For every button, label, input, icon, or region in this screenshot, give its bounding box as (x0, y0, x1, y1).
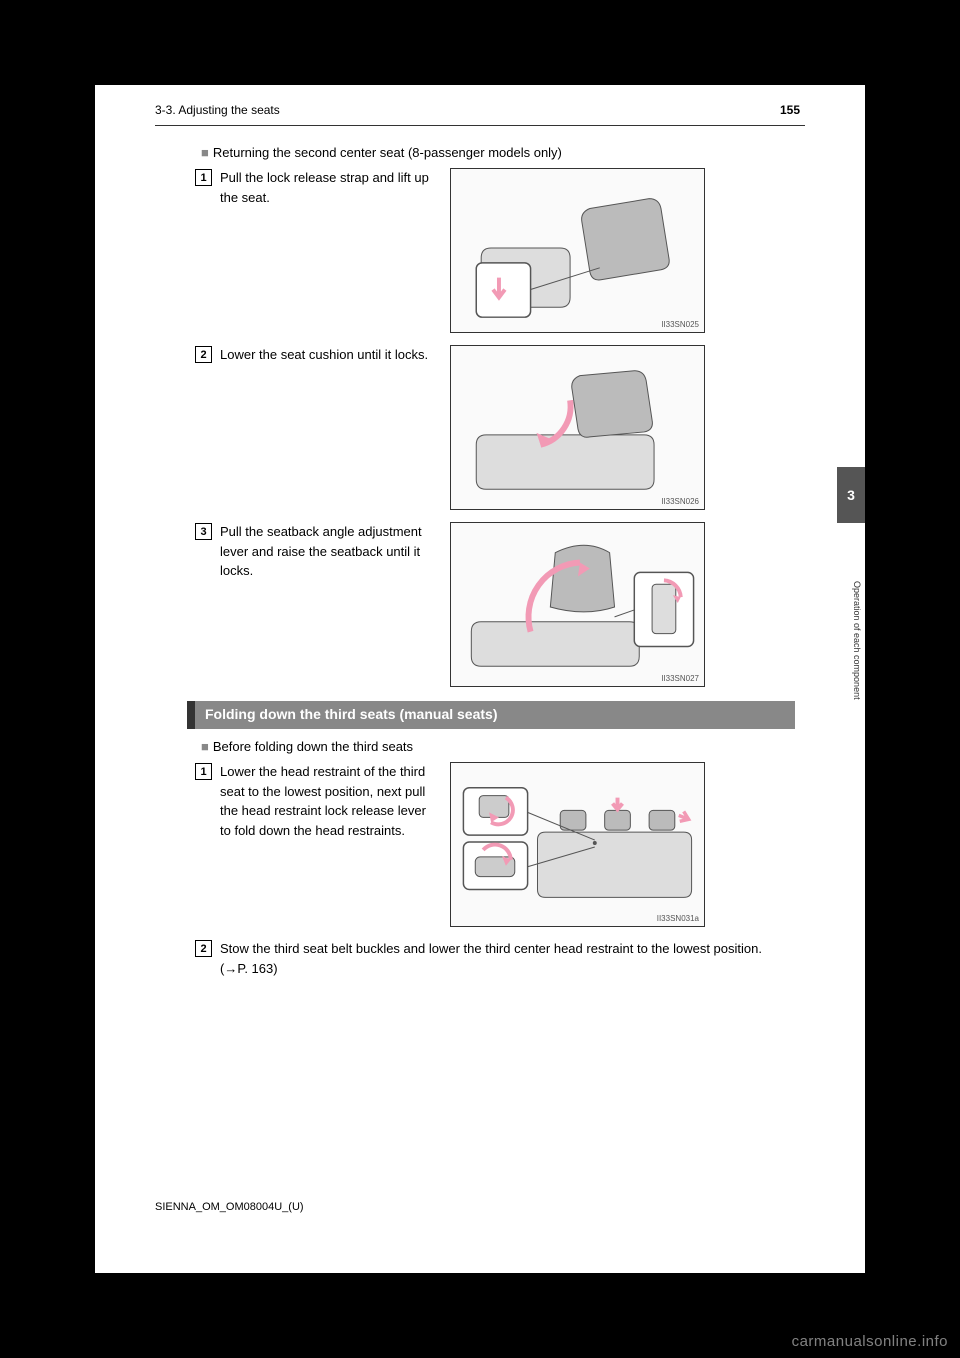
figure: II33SN031a (450, 762, 705, 927)
bullet-icon: ■ (201, 145, 209, 160)
step-row: 2 Stow the third seat belt buckles and l… (195, 939, 795, 978)
bullet-icon: ■ (201, 739, 209, 754)
step-text: Lower the head restraint of the third se… (220, 762, 450, 840)
step-text: Pull the lock release strap and lift up … (220, 168, 450, 207)
step-text: Stow the third seat belt buckles and low… (220, 939, 795, 978)
step-row: 2 Lower the seat cushion until it locks.… (195, 345, 795, 510)
section-title: Folding down the third seats (manual sea… (205, 706, 497, 722)
breadcrumb: 3-3. Adjusting the seats (155, 103, 280, 117)
figure: II33SN025 (450, 168, 705, 333)
figure-id: II33SN026 (661, 497, 699, 506)
step-badge: 3 (195, 523, 212, 540)
seat-illustration (451, 346, 704, 509)
page-content: ■Returning the second center seat (8-pas… (195, 145, 795, 990)
step-text: Lower the seat cushion until it locks. (220, 345, 450, 365)
figure-id: II33SN027 (661, 674, 699, 683)
section2-heading: ■Before folding down the third seats (201, 739, 795, 754)
step-row: 1 Pull the lock release strap and lift u… (195, 168, 795, 333)
figure: II33SN027 (450, 522, 705, 687)
seat-illustration (451, 169, 704, 332)
step-row: 1 Lower the head restraint of the third … (195, 762, 795, 927)
chapter-label: Operation of each component (840, 530, 862, 750)
watermark: carmanualsonline.info (792, 1333, 948, 1350)
step-text: Pull the seatback angle adjustment lever… (220, 522, 450, 581)
header-rule (155, 125, 805, 126)
figure-id: II33SN031a (657, 914, 699, 923)
step-badge: 1 (195, 169, 212, 186)
page-number: 155 (780, 103, 800, 117)
book-code: SIENNA_OM_OM08004U_(U) (155, 1201, 304, 1213)
step-badge: 2 (195, 940, 212, 957)
chapter-number: 3 (847, 487, 855, 503)
seat-illustration (451, 763, 704, 926)
seat-illustration (451, 523, 704, 686)
section1-heading: ■Returning the second center seat (8-pas… (201, 145, 795, 160)
chapter-tab: 3 (837, 467, 865, 523)
section-title-bar: Folding down the third seats (manual sea… (187, 701, 795, 729)
step-badge: 1 (195, 763, 212, 780)
step-badge: 2 (195, 346, 212, 363)
step-row: 3 Pull the seatback angle adjustment lev… (195, 522, 795, 687)
figure-id: II33SN025 (661, 320, 699, 329)
figure: II33SN026 (450, 345, 705, 510)
manual-page: 155 3-3. Adjusting the seats 3 Operation… (95, 85, 865, 1273)
